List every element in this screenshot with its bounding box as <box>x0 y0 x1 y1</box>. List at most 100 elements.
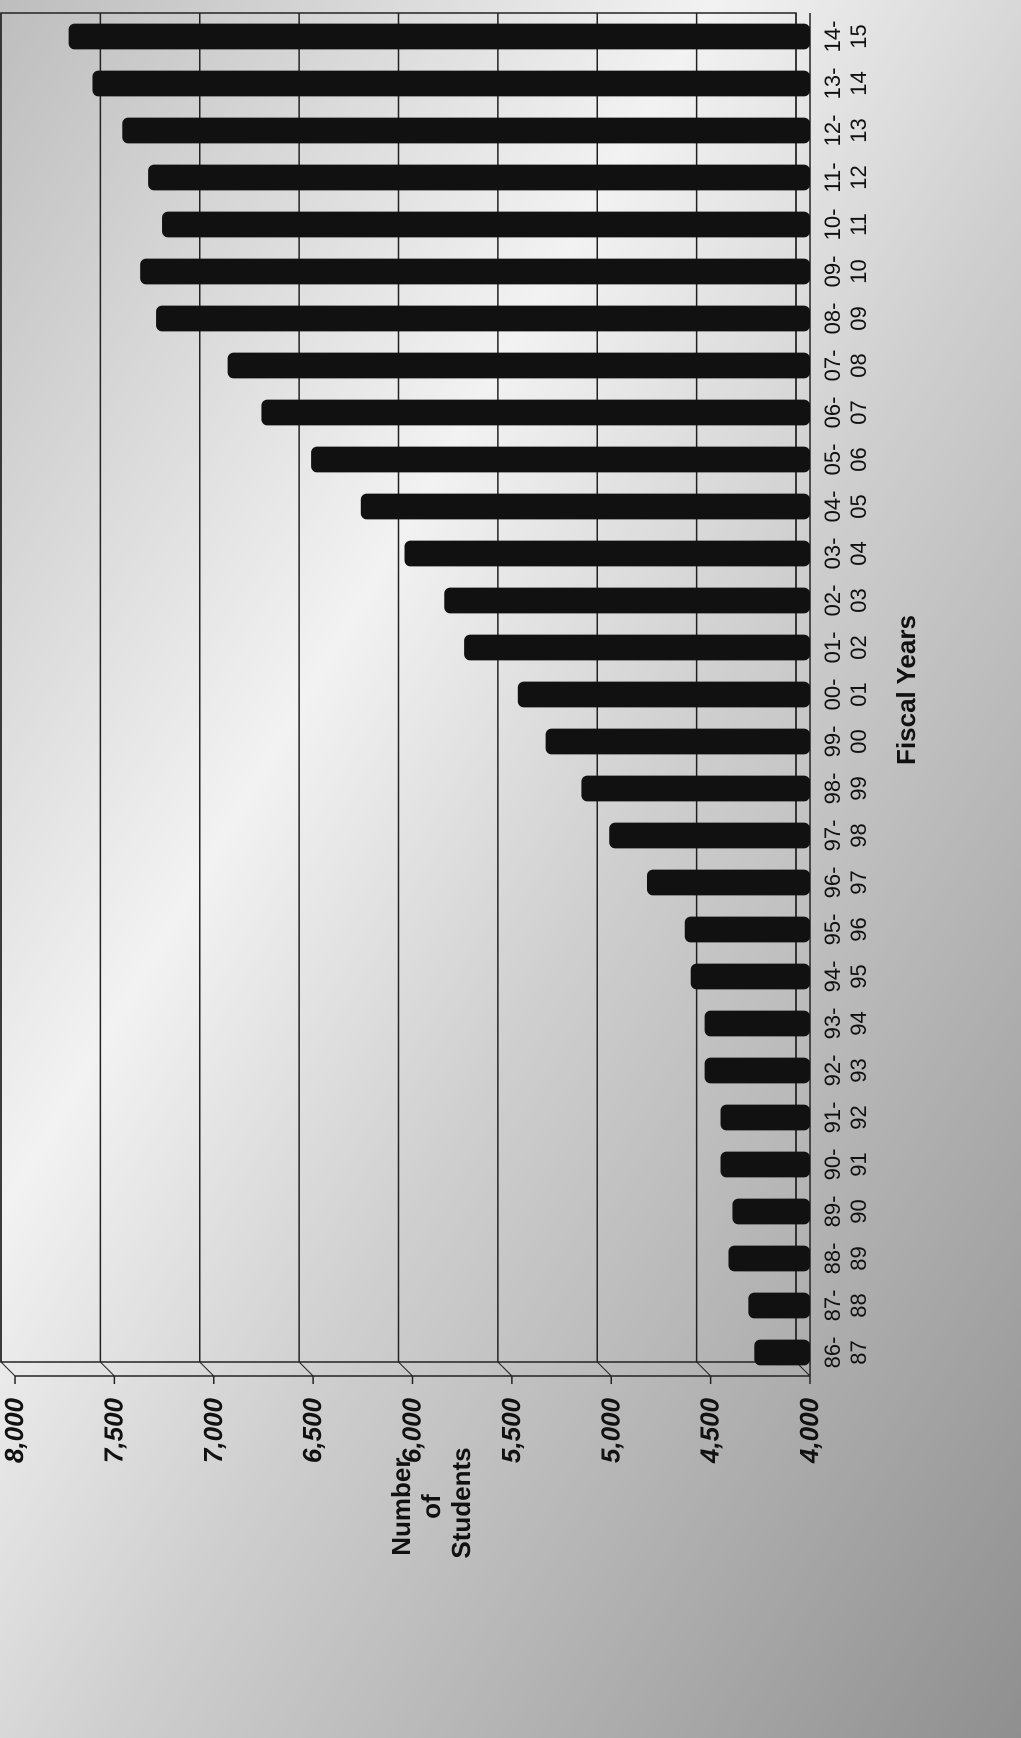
x-tick-label-line: 10- <box>820 209 845 241</box>
y-tick-label: 5,500 <box>496 1397 526 1463</box>
x-tick-label-line: 94- <box>820 961 845 993</box>
x-tick-label-line: 89 <box>846 1246 871 1270</box>
x-tick-label: 91-92 <box>820 1102 871 1134</box>
y-tick-label: 7,000 <box>198 1397 228 1463</box>
x-tick-label-line: 87 <box>846 1340 871 1364</box>
x-tick-label: 14-15 <box>820 21 871 53</box>
bar <box>227 352 810 379</box>
x-tick-label: 90-91 <box>820 1149 871 1181</box>
x-tick-label: 00-01 <box>820 679 871 711</box>
x-tick-label: 05-06 <box>820 444 871 476</box>
x-tick-label-line: 89- <box>820 1196 845 1228</box>
x-tick-label-line: 91 <box>846 1152 871 1176</box>
x-tick-label-line: 87- <box>820 1290 845 1322</box>
x-tick-label-line: 03- <box>820 538 845 570</box>
x-tick-label-line: 95 <box>846 964 871 988</box>
grid-line <box>298 1361 314 1377</box>
x-tick-label: 99-00 <box>820 726 871 758</box>
bar <box>148 164 810 191</box>
x-tick-label-line: 11 <box>846 213 871 236</box>
x-tick-label: 88-89 <box>820 1243 871 1275</box>
grid-line <box>199 1361 215 1377</box>
x-tick-label: 03-04 <box>820 538 871 570</box>
grid-line <box>497 1361 513 1377</box>
x-tick-label-line: 08- <box>820 303 845 335</box>
x-tick-label-line: 09 <box>846 306 871 330</box>
bar <box>360 493 810 520</box>
x-tick-label-line: 94 <box>846 1011 871 1035</box>
x-tick-label-line: 97 <box>846 870 871 894</box>
x-tick-label-line: 98 <box>846 823 871 847</box>
x-tick-label: 86-87 <box>820 1337 871 1369</box>
y-axis-title-line: of <box>416 1494 446 1519</box>
x-tick-label-line: 88 <box>846 1293 871 1317</box>
x-tick-label: 97-98 <box>820 820 871 852</box>
x-tick-label-line: 92 <box>846 1105 871 1129</box>
x-tick-label: 06-07 <box>820 397 871 429</box>
grid-line <box>398 1361 413 1377</box>
x-tick-label-line: 93- <box>820 1008 845 1040</box>
grid-line <box>696 1361 711 1377</box>
x-tick-label-line: 88- <box>820 1243 845 1275</box>
bar <box>684 916 810 943</box>
x-tick-label: 89-90 <box>820 1196 871 1228</box>
x-tick-label-line: 90 <box>846 1199 871 1223</box>
bar <box>720 1151 811 1178</box>
bar <box>140 258 811 285</box>
x-tick-label: 08-09 <box>820 303 871 335</box>
x-tick-label-line: 00- <box>820 679 845 711</box>
x-tick-label: 04-05 <box>820 491 871 523</box>
x-tick-label: 95-96 <box>820 914 871 946</box>
x-tick-label-line: 06 <box>846 447 871 471</box>
y-axis-title-line: Number <box>386 1457 416 1555</box>
y-tick-label: 7,500 <box>98 1397 128 1463</box>
grid-line <box>0 1361 16 1377</box>
bar <box>690 963 811 990</box>
x-tick-label-line: 13 <box>846 118 871 142</box>
bar <box>748 1292 810 1319</box>
bar <box>517 681 810 708</box>
y-tick-label: 4,000 <box>794 1397 824 1464</box>
x-tick-label-line: 86- <box>820 1337 845 1369</box>
x-tick-label-line: 04 <box>846 541 871 565</box>
x-tick-label-line: 01 <box>846 682 871 706</box>
bar <box>122 117 811 144</box>
x-tick-label: 01-02 <box>820 632 871 664</box>
bar <box>704 1057 810 1084</box>
bar <box>732 1198 811 1225</box>
bar <box>464 634 810 661</box>
x-tick-label-line: 96- <box>820 867 845 899</box>
y-tick-label: 4,500 <box>695 1397 725 1464</box>
x-tick-label-line: 90- <box>820 1149 845 1181</box>
y-axis-title-line: Students <box>446 1447 476 1558</box>
y-tick-label: 5,000 <box>595 1397 625 1463</box>
bar <box>609 822 810 849</box>
x-tick-label-line: 14 <box>846 71 871 95</box>
bar <box>720 1104 811 1131</box>
x-tick-label-line: 11- <box>820 162 845 192</box>
x-tick-label: 09-10 <box>820 256 871 288</box>
plot-frame: Fiscal Years Number of Students 4,000 4,5… <box>0 12 921 1559</box>
y-tick-label: 6,000 <box>397 1397 427 1463</box>
bar <box>156 305 810 332</box>
x-tick-label: 98-99 <box>820 773 871 805</box>
x-tick-label-line: 02- <box>820 585 845 617</box>
bar <box>545 728 810 755</box>
x-tick-label: 96-97 <box>820 867 871 899</box>
x-tick-label-line: 97- <box>820 820 845 852</box>
x-tick-label: 92-93 <box>820 1055 871 1087</box>
bar <box>311 446 810 473</box>
x-tick-label-line: 07- <box>820 350 845 382</box>
bar <box>704 1010 810 1037</box>
x-tick-label-line: 07 <box>846 400 871 424</box>
y-tick-label: 6,500 <box>297 1397 327 1463</box>
x-tick-label: 12-13 <box>820 115 871 147</box>
x-tick-label-line: 00 <box>846 729 871 753</box>
x-tick-label-line: 95- <box>820 914 845 946</box>
x-tick-label: 94-95 <box>820 961 871 993</box>
x-tick-label-line: 99- <box>820 726 845 758</box>
x-tick-label: 87-88 <box>820 1290 871 1322</box>
x-tick-label-line: 98- <box>820 773 845 805</box>
x-tick-label-line: 92- <box>820 1055 845 1087</box>
